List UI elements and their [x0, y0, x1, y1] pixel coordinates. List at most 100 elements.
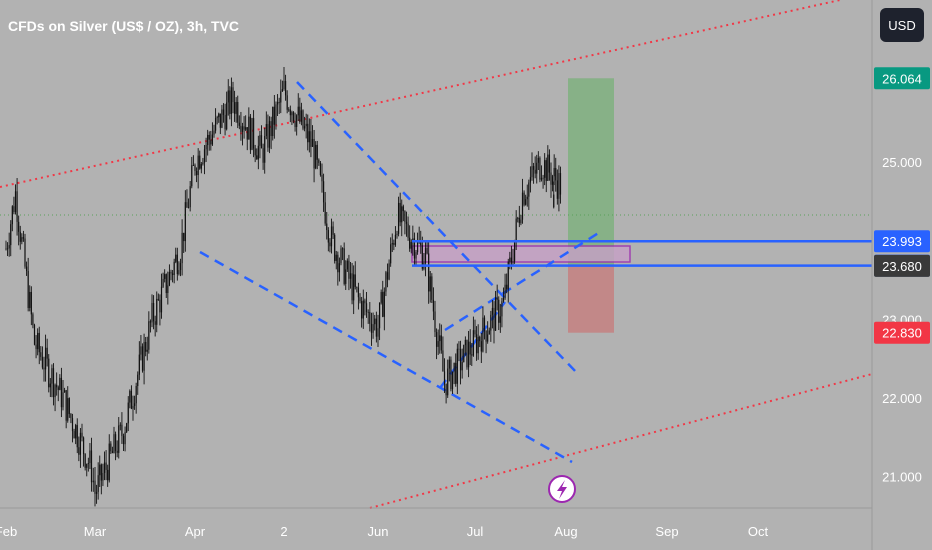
candle-body — [504, 284, 506, 298]
candle-body — [340, 248, 342, 264]
candle-body — [498, 299, 500, 323]
candle-body — [165, 274, 167, 294]
candle-body — [332, 226, 334, 235]
candle-body — [362, 300, 364, 319]
candle-body — [431, 276, 433, 300]
candle-body — [518, 217, 520, 224]
candle-body — [413, 238, 416, 259]
candle-body — [539, 157, 541, 180]
candle-body — [57, 387, 59, 390]
price-label: 22.830 — [882, 326, 922, 341]
candle-body — [322, 181, 325, 203]
candle-body — [189, 186, 191, 208]
candle-body — [71, 418, 74, 432]
candle-body — [140, 346, 142, 355]
x-tick-label: 2 — [280, 524, 287, 539]
candle-body — [525, 199, 527, 205]
candle-body — [94, 480, 96, 494]
candle-body — [264, 135, 266, 163]
currency-button[interactable]: USD — [880, 8, 924, 42]
candle-body — [542, 177, 544, 179]
candle-body — [49, 383, 51, 388]
candle-body — [164, 274, 166, 279]
candle-body — [184, 202, 186, 242]
candle-body — [434, 311, 436, 333]
candle-body — [87, 463, 89, 464]
candle-body — [195, 171, 198, 176]
candle-body — [111, 451, 114, 453]
candle-body — [447, 368, 449, 396]
candle-body — [334, 234, 336, 261]
candle-body — [461, 362, 463, 371]
candle-body — [216, 117, 218, 119]
candle-body — [25, 266, 28, 271]
candle-body — [318, 159, 320, 163]
candle-body — [409, 237, 411, 249]
candle-body — [78, 447, 80, 455]
candle-body — [143, 341, 145, 371]
candle-body — [70, 413, 72, 419]
candle-body — [357, 287, 360, 298]
y-tick-label: 25.000 — [882, 155, 922, 170]
candle-body — [275, 104, 277, 125]
candle-body — [113, 434, 115, 453]
x-tick-label: Feb — [0, 524, 17, 539]
candle-body — [19, 231, 21, 242]
candle-body — [100, 464, 102, 481]
candle-body — [56, 384, 58, 388]
candle-body — [116, 450, 118, 453]
candle-body — [432, 299, 435, 312]
candle-body — [555, 168, 557, 181]
candle-body — [443, 371, 446, 384]
candle-body — [126, 423, 128, 433]
candle-body — [296, 115, 298, 127]
candle-body — [68, 398, 70, 414]
candle-body — [547, 154, 549, 181]
candle-body — [499, 316, 501, 323]
candle-body — [302, 110, 304, 129]
candle-body — [534, 169, 536, 174]
candle-body — [372, 324, 374, 333]
event-icon[interactable] — [548, 475, 576, 503]
candle-body — [439, 335, 441, 342]
loss-zone — [568, 265, 614, 333]
candle-body — [5, 248, 7, 250]
candle-body — [442, 350, 444, 372]
candle-body — [84, 454, 86, 468]
candle-body — [529, 177, 532, 183]
candle-body — [267, 124, 269, 148]
candle-body — [137, 374, 139, 387]
candle-body — [218, 113, 220, 118]
candle-body — [550, 172, 552, 185]
candle-body — [346, 260, 348, 270]
candle-body — [99, 464, 101, 476]
candle-body — [528, 182, 530, 197]
candle-body — [62, 392, 64, 408]
candle-body — [448, 359, 450, 369]
candle-body — [197, 155, 199, 176]
candle-body — [251, 118, 253, 150]
candle-body — [37, 332, 39, 350]
candle-body — [326, 223, 328, 231]
candle-body — [148, 321, 150, 350]
candle-body — [178, 270, 180, 275]
candle-body — [107, 469, 109, 481]
candle-body — [327, 230, 329, 243]
candle-body — [404, 211, 406, 222]
candle-body — [202, 162, 204, 165]
candle-body — [351, 273, 353, 301]
candle-body — [265, 124, 267, 136]
candle-body — [211, 134, 214, 145]
candle-body — [310, 131, 312, 147]
candle-body — [33, 325, 36, 345]
candle-body — [252, 118, 255, 149]
candle-body — [122, 435, 125, 445]
candles — [5, 66, 562, 507]
candle-body — [523, 192, 525, 205]
candle-body — [386, 272, 389, 280]
candle-body — [303, 126, 306, 129]
x-tick-label: Aug — [554, 524, 577, 539]
candle-body — [474, 330, 476, 335]
